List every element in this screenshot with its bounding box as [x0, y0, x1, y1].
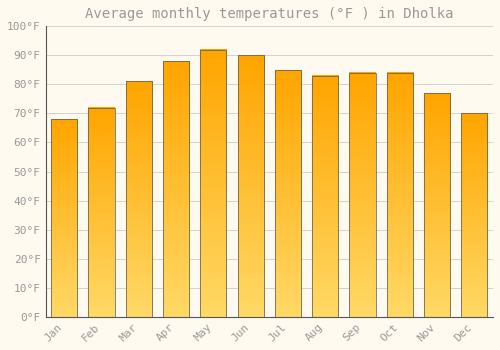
Bar	[88, 108, 115, 317]
Bar	[163, 61, 189, 317]
Bar	[200, 49, 226, 317]
Bar	[462, 113, 487, 317]
Bar	[275, 70, 301, 317]
Bar	[51, 119, 78, 317]
Bar	[312, 76, 338, 317]
Bar	[424, 93, 450, 317]
Bar	[238, 55, 264, 317]
Bar	[350, 73, 376, 317]
Bar	[387, 73, 413, 317]
Bar	[126, 82, 152, 317]
Title: Average monthly temperatures (°F ) in Dholka: Average monthly temperatures (°F ) in Dh…	[85, 7, 454, 21]
